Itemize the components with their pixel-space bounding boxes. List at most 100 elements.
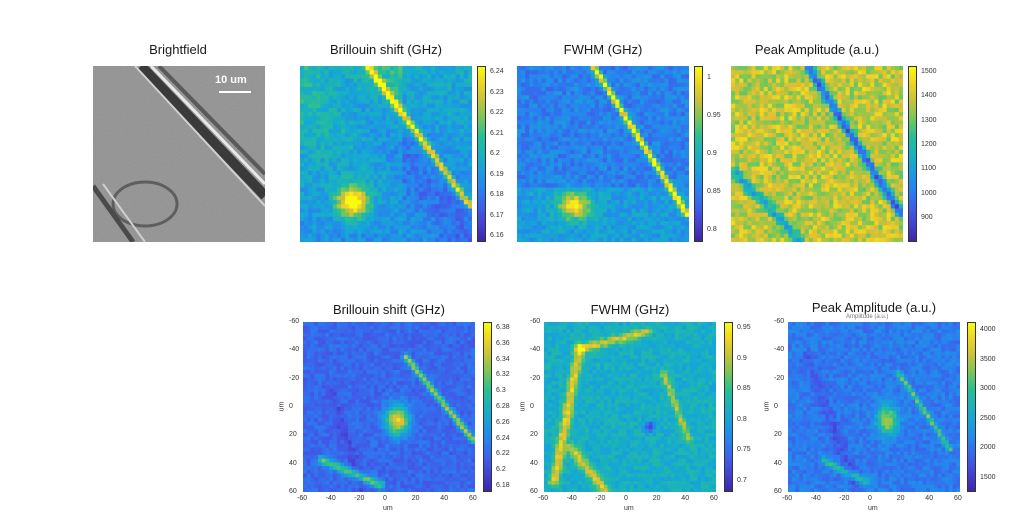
y-tick: 40 (530, 459, 538, 467)
colorbar-tick: 1400 (921, 92, 937, 100)
colorbar-tick: 2000 (980, 444, 996, 452)
colorbar-tick: 6.2 (490, 150, 500, 157)
y-tick: 0 (774, 403, 778, 410)
x-tick: -60 (538, 495, 549, 502)
top-brillouin-map (300, 66, 472, 242)
colorbar-tick: 6.38 (496, 324, 510, 331)
y-tick: 20 (289, 431, 297, 439)
x-tick: 20 (652, 495, 661, 502)
colorbar-tick: 6.19 (490, 170, 504, 178)
x-axis-label: um (383, 505, 393, 512)
x-axis-label: um (868, 505, 878, 512)
y-tick: -20 (289, 374, 300, 382)
x-tick: 0 (624, 495, 628, 502)
colorbar-tick: 1500 (921, 68, 937, 75)
colorbar-tick: 1200 (921, 141, 937, 148)
x-tick: 40 (925, 495, 934, 502)
colorbar-tick: 0.9 (737, 354, 747, 362)
colorbar-tick: 6.24 (490, 68, 504, 75)
bottom-brillouin-map (303, 322, 475, 492)
y-tick: 20 (774, 431, 782, 439)
y-axis-label: um (278, 401, 286, 412)
x-tick: 60 (954, 495, 962, 502)
bottom-brillouin-title: Brillouin shift (GHz) (333, 302, 445, 317)
colorbar-tick: 6.26 (496, 418, 510, 426)
colorbar-tick: 6.18 (496, 482, 510, 489)
y-tick: 40 (774, 459, 782, 467)
colorbar-tick: 6.22 (490, 109, 504, 116)
y-tick: 40 (289, 459, 297, 467)
colorbar-tick: 0.95 (707, 112, 721, 119)
y-tick: 60 (774, 488, 782, 495)
y-tick: -60 (530, 318, 541, 325)
colorbar-tick: 6.23 (490, 88, 504, 96)
x-axis-label: um (624, 505, 634, 512)
colorbar-tick: 3000 (980, 385, 996, 393)
colorbar-tick: 6.16 (490, 232, 504, 239)
colorbar-tick: 6.21 (490, 129, 504, 137)
colorbar-tick: 6.36 (496, 339, 510, 347)
colorbar-tick: 6.17 (490, 211, 504, 219)
colorbar-tick: 1500 (980, 474, 996, 481)
colorbar-tick: 0.7 (737, 477, 747, 484)
x-tick: 40 (681, 495, 690, 502)
colorbar-tick: 4000 (980, 326, 996, 333)
colorbar-tick: 6.24 (496, 434, 510, 442)
colorbar-tick: 0.8 (707, 226, 717, 233)
top-brillouin-colorbar (477, 66, 486, 242)
y-tick: -40 (774, 346, 785, 354)
x-tick: 0 (868, 495, 872, 502)
colorbar-tick: 0.8 (737, 415, 747, 423)
top-amplitude-map (731, 66, 903, 242)
colorbar-tick: 6.28 (496, 403, 510, 410)
brightfield-image: 10 um (93, 66, 265, 242)
colorbar-tick: 2500 (980, 414, 996, 422)
bottom-amplitude-title: Peak Amplitude (a.u.) (811, 300, 937, 315)
bottom-amplitude-faint-label: Amplitude (a.u.) (846, 314, 889, 320)
x-tick: -40 (325, 495, 336, 502)
top-fwhm-title: FWHM (GHz) (563, 42, 643, 57)
x-tick: 60 (710, 495, 718, 502)
colorbar-tick: 6.2 (496, 466, 506, 474)
x-tick: -40 (566, 495, 577, 502)
colorbar-tick: 6.34 (496, 355, 510, 363)
bottom-amplitude-colorbar (967, 322, 976, 492)
colorbar-tick: 0.75 (737, 446, 751, 454)
top-amplitude-title: Peak Amplitude (a.u.) (754, 42, 880, 57)
brightfield-title: Brightfield (149, 42, 207, 57)
top-brillouin-title: Brillouin shift (GHz) (330, 42, 442, 57)
top-amplitude-colorbar (908, 66, 917, 242)
y-tick: 0 (289, 403, 293, 410)
x-tick: -60 (782, 495, 793, 502)
colorbar-tick: 1 (707, 74, 711, 81)
x-tick: 20 (411, 495, 420, 502)
scale-bar-label: 10 um (215, 74, 247, 86)
y-tick: 0 (530, 403, 534, 410)
y-axis-label: um (519, 401, 527, 412)
y-tick: -20 (530, 374, 541, 382)
top-fwhm-colorbar (694, 66, 703, 242)
y-tick: 20 (530, 431, 538, 439)
colorbar-tick: 1100 (921, 165, 937, 173)
bottom-fwhm-title: FWHM (GHz) (590, 302, 670, 317)
colorbar-tick: 0.95 (737, 324, 751, 331)
y-tick: 60 (530, 488, 538, 495)
colorbar-tick: 3500 (980, 355, 996, 363)
x-tick: 0 (383, 495, 387, 502)
colorbar-tick: 6.32 (496, 371, 510, 379)
colorbar-tick: 6.3 (496, 387, 506, 395)
colorbar-tick: 1300 (921, 116, 937, 124)
y-tick: 60 (289, 488, 297, 495)
x-tick: -20 (354, 495, 365, 502)
x-tick: -40 (810, 495, 821, 502)
colorbar-tick: 900 (921, 214, 933, 221)
top-fwhm-map (517, 66, 689, 242)
colorbar-tick: 6.18 (490, 191, 504, 198)
y-axis-label: um (763, 401, 771, 412)
y-tick: -40 (530, 346, 541, 354)
x-tick: 40 (440, 495, 449, 502)
colorbar-tick: 0.9 (707, 150, 717, 157)
bottom-amplitude-map (788, 322, 960, 492)
y-tick: -20 (774, 374, 785, 382)
y-tick: -60 (774, 318, 785, 325)
